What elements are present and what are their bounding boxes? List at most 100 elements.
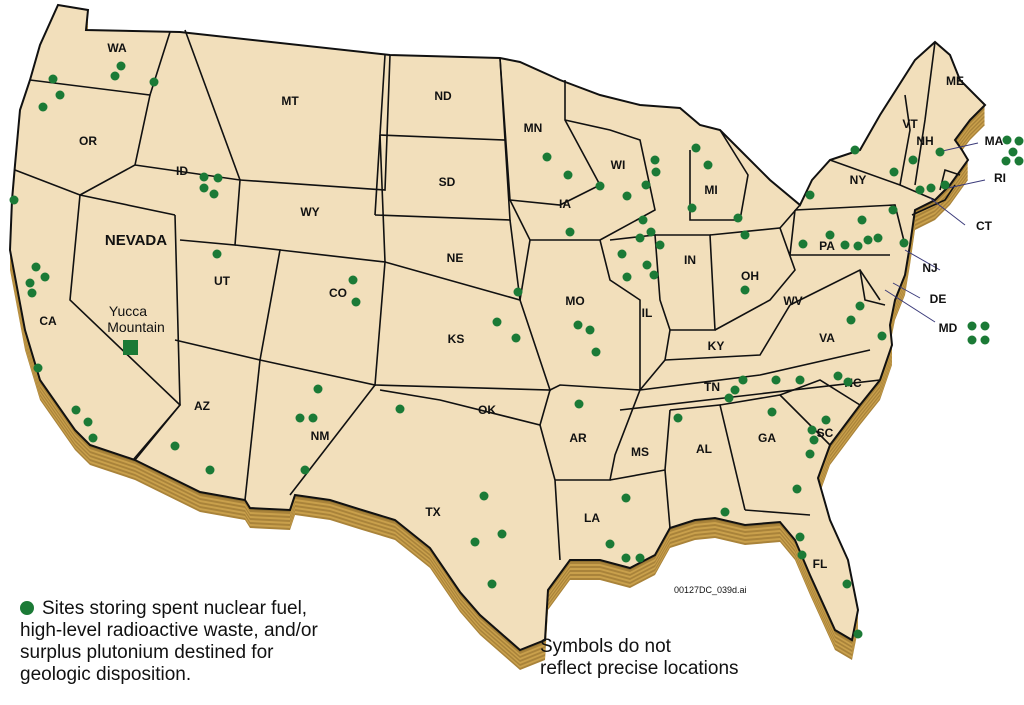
site-dot-icon [470, 537, 480, 547]
site-dot-icon [650, 155, 660, 165]
site-dot-icon [55, 90, 65, 100]
site-dot-icon [565, 227, 575, 237]
site-dot-icon [492, 317, 502, 327]
state-label-mo: MO [565, 294, 584, 308]
site-dot-icon [585, 325, 595, 335]
site-dot-icon [574, 399, 584, 409]
site-dot-icon [213, 173, 223, 183]
state-label-ny: NY [850, 173, 867, 187]
state-border [132, 214, 181, 461]
site-dot-icon [622, 272, 632, 282]
site-dot-icon [511, 333, 521, 343]
site-dot-icon [733, 213, 743, 223]
state-border [184, 29, 241, 181]
site-dot-icon [646, 227, 656, 237]
yucca-label-line1: Yucca [109, 303, 147, 319]
site-dot-icon [621, 493, 631, 503]
site-dot-icon [840, 240, 850, 250]
site-dot-icon [908, 155, 918, 165]
site-dot-icon [635, 553, 645, 563]
site-dot-icon [595, 181, 605, 191]
state-label-me: ME [946, 74, 964, 88]
site-dot-icon [740, 230, 750, 240]
state-label-wa: WA [107, 41, 127, 55]
leader-line [947, 179, 986, 189]
site-dot-icon [88, 433, 98, 443]
state-label-nh: NH [916, 134, 933, 148]
state-label-de: DE [930, 292, 947, 306]
state-border [374, 134, 381, 216]
site-dot-icon [792, 484, 802, 494]
state-border [244, 359, 261, 501]
site-dot-icon [212, 249, 222, 259]
site-dot-icon [170, 441, 180, 451]
state-labels: WA OR CA ID MT WY UT CO AZ NM ND SD NE KS OK TX MN IA MO AR… [39, 41, 1006, 571]
state-label-vt: VT [902, 117, 918, 131]
site-markers [9, 61, 1024, 639]
site-dot-icon [617, 249, 627, 259]
state-border [549, 384, 642, 481]
site-dot-icon [1002, 135, 1012, 145]
state-border [664, 304, 791, 361]
state-label-id: ID [176, 164, 188, 178]
site-dot-icon [798, 239, 808, 249]
legend-text: Sites storing spent nuclear fuel, high-l… [20, 598, 318, 685]
site-dot-icon [308, 413, 318, 423]
site-dot-icon [771, 375, 781, 385]
site-dot-icon [71, 405, 81, 415]
site-dot-icon [110, 71, 120, 81]
land-outline [8, 3, 987, 652]
site-dot-icon [31, 262, 41, 272]
state-border [530, 239, 641, 390]
state-label-pa: PA [819, 239, 835, 253]
state-label-wi: WI [611, 158, 626, 172]
site-dot-icon [853, 241, 863, 251]
site-dot-icon [351, 297, 361, 307]
state-label-or: OR [79, 134, 97, 148]
site-dot-icon [807, 425, 817, 435]
yucca-label-line2: Mountain [107, 319, 165, 335]
state-label-mn: MN [524, 121, 543, 135]
site-dot-icon [651, 167, 661, 177]
leader-line [929, 197, 966, 226]
state-label-ca: CA [39, 314, 57, 328]
state-label-tn: TN [704, 380, 720, 394]
state-label-fl: FL [813, 557, 828, 571]
site-dot-icon [809, 435, 819, 445]
site-dot-icon [842, 579, 852, 589]
site-dot-icon [116, 61, 126, 71]
note-line1: Symbols do not [540, 636, 671, 657]
site-dot-icon [641, 180, 651, 190]
site-dot-icon [873, 233, 883, 243]
state-label-ri: RI [994, 171, 1006, 185]
legend: Sites storing spent nuclear fuel, high-l… [20, 598, 340, 686]
site-dot-icon [940, 180, 950, 190]
state-label-ms: MS [631, 445, 649, 459]
site-dot-icon [915, 185, 925, 195]
site-dot-icon [980, 321, 990, 331]
site-dot-icon [563, 170, 573, 180]
leader-line [892, 282, 921, 299]
site-dot-icon [1008, 147, 1018, 157]
state-label-mi: MI [704, 183, 717, 197]
site-dot-icon [48, 74, 58, 84]
nevada-label: NEVADA [105, 232, 167, 249]
state-label-la: LA [584, 511, 600, 525]
site-dot-icon [738, 375, 748, 385]
site-dot-icon [877, 331, 887, 341]
site-dot-icon [853, 629, 863, 639]
site-dot-icon [33, 363, 43, 373]
site-dot-icon [199, 183, 209, 193]
state-label-sc: SC [817, 426, 834, 440]
state-label-ct: CT [976, 219, 993, 233]
site-dot-icon [673, 413, 683, 423]
site-dot-icon [797, 550, 807, 560]
site-dot-icon [649, 270, 659, 280]
state-border [379, 389, 551, 426]
state-label-il: IL [642, 306, 653, 320]
state-label-ne: NE [447, 251, 464, 265]
site-dot-icon [899, 238, 909, 248]
site-dot-icon [730, 385, 740, 395]
state-border [794, 204, 906, 246]
